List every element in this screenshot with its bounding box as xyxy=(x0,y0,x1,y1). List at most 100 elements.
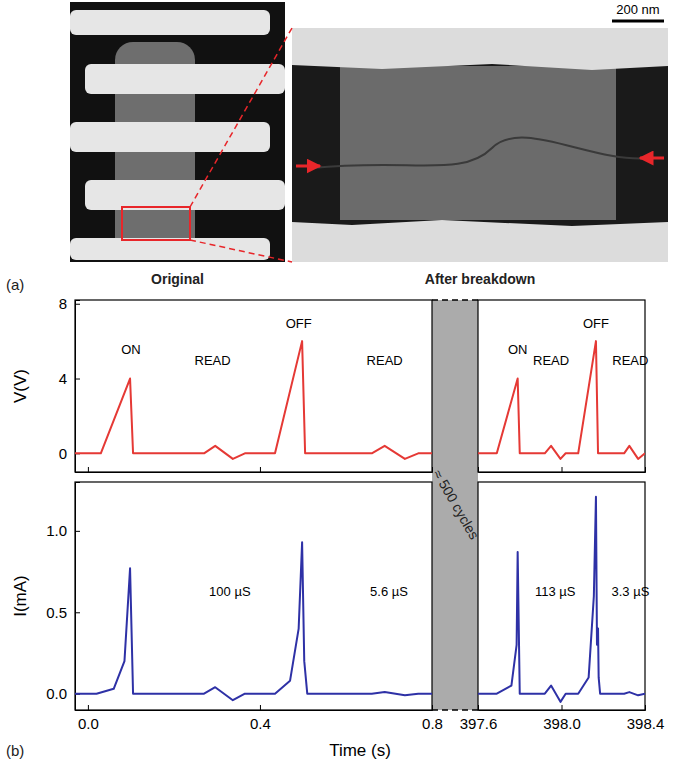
x-axis-line xyxy=(479,705,646,711)
y-tick: 8 xyxy=(59,295,80,312)
x-tick-label: 398.4 xyxy=(627,715,665,732)
x-axis-line xyxy=(76,705,433,711)
x-tick: 397.6 xyxy=(460,705,498,732)
x-tick-mark xyxy=(562,705,563,710)
x-tick-mark xyxy=(478,467,479,472)
zoom-line xyxy=(190,240,292,262)
x-tick-mark xyxy=(260,467,261,472)
panel-label: (a) xyxy=(6,276,24,293)
x-tick xyxy=(88,467,89,472)
annotation: OFF xyxy=(286,316,312,331)
x-axis xyxy=(76,467,433,473)
marks xyxy=(478,497,645,702)
y-tick: 1.0 xyxy=(46,522,80,539)
data-line xyxy=(75,341,432,459)
y-tick-mark xyxy=(75,379,80,380)
annotation: ON xyxy=(121,342,141,357)
y-tick-label: 4 xyxy=(59,370,67,387)
x-tick: 0.4 xyxy=(250,705,271,732)
x-tick-label: 0.4 xyxy=(250,715,271,732)
x-tick xyxy=(562,467,563,472)
caption: Original xyxy=(151,271,204,287)
y-axis: 0 4 8 xyxy=(59,295,80,472)
annotation: 3.3 µS xyxy=(611,584,649,599)
electrode-top xyxy=(292,28,668,70)
x-axis: 0.0 0.4 0.8 xyxy=(76,705,443,732)
y-axis-line xyxy=(76,301,81,473)
data-line xyxy=(75,542,432,700)
scale-bar xyxy=(612,20,664,23)
x-tick-mark xyxy=(645,467,646,472)
y-tick-mark xyxy=(75,304,80,305)
annotation: 113 µS xyxy=(535,584,576,599)
axis-break: ≈ 500 cycles xyxy=(430,300,483,710)
y-tick-mark xyxy=(75,612,80,613)
y-axis-title: V(V) xyxy=(11,369,30,403)
y-tick: 4 xyxy=(59,370,80,387)
plot-frame xyxy=(75,482,432,710)
x-tick: 398.4 xyxy=(627,705,665,732)
x-tick-label: 397.6 xyxy=(460,715,498,732)
x-tick-label: 0.0 xyxy=(78,715,99,732)
y-tick: 0.5 xyxy=(46,604,80,621)
crack xyxy=(312,138,648,168)
panel-a: 200 nm Original After breakdown xyxy=(70,2,668,287)
y-tick-label: 0.5 xyxy=(46,604,67,621)
y-axis-line xyxy=(76,483,81,711)
annotation: READ xyxy=(533,353,569,368)
marks xyxy=(75,341,432,459)
electrode xyxy=(85,64,285,94)
x-tick-mark xyxy=(88,467,89,472)
electrode-bottom xyxy=(292,220,668,262)
y-tick-label: 8 xyxy=(59,295,67,312)
x-axis-line xyxy=(479,467,646,473)
plot-frame xyxy=(478,300,645,472)
panel-label: (b) xyxy=(6,742,24,759)
zoom-line xyxy=(190,28,292,207)
annotation: 100 µS xyxy=(209,584,251,599)
x-axis-line xyxy=(76,467,433,473)
break-dash xyxy=(432,299,478,301)
annotation: READ xyxy=(367,353,403,368)
x-tick-mark xyxy=(432,467,433,472)
annotation: 5.6 µS xyxy=(370,584,408,599)
arrow-right xyxy=(640,157,664,160)
plot-frame xyxy=(75,300,432,472)
data-line xyxy=(478,497,645,702)
x-tick xyxy=(645,467,646,472)
electrode xyxy=(70,122,270,152)
y-tick: 0.0 xyxy=(46,685,80,702)
annotation: OFF xyxy=(583,316,609,331)
x-axis xyxy=(479,467,646,473)
x-tick-mark xyxy=(260,705,261,710)
y-tick-label: 0.0 xyxy=(46,685,67,702)
x-tick: 398.0 xyxy=(543,705,581,732)
figure: 200 nm Original After breakdown (a) (b) ≈ 500… xyxy=(0,0,676,763)
marks xyxy=(75,542,432,700)
y-tick-label: 1.0 xyxy=(46,522,67,539)
x-tick xyxy=(478,467,479,472)
x-tick xyxy=(432,467,433,472)
caption: After breakdown xyxy=(425,271,535,287)
electrode xyxy=(85,180,285,210)
scale-bar-label: 200 nm xyxy=(616,2,659,17)
x-tick-mark xyxy=(562,467,563,472)
sem-original xyxy=(70,2,285,262)
y-tick-label: 0 xyxy=(59,445,67,462)
electrode xyxy=(70,238,270,260)
annotation: READ xyxy=(195,353,231,368)
y-axis: 0.0 0.5 1.0 xyxy=(46,483,80,711)
x-tick xyxy=(260,467,261,472)
y-axis-title: I(mA) xyxy=(11,575,30,617)
arrow-left xyxy=(296,165,320,168)
x-tick: 0.8 xyxy=(422,705,443,732)
break-dash xyxy=(432,709,478,711)
x-tick-mark xyxy=(88,705,89,710)
x-axis-title: Time (s) xyxy=(329,741,391,760)
y-tick-mark xyxy=(75,531,80,532)
x-tick-mark xyxy=(478,705,479,710)
chart: 048ONREADOFFREADONREADOFFREADV(V) xyxy=(11,295,648,472)
x-tick-mark xyxy=(432,705,433,710)
flake-after xyxy=(340,66,616,220)
break-label: ≈ 500 cycles xyxy=(430,467,483,542)
